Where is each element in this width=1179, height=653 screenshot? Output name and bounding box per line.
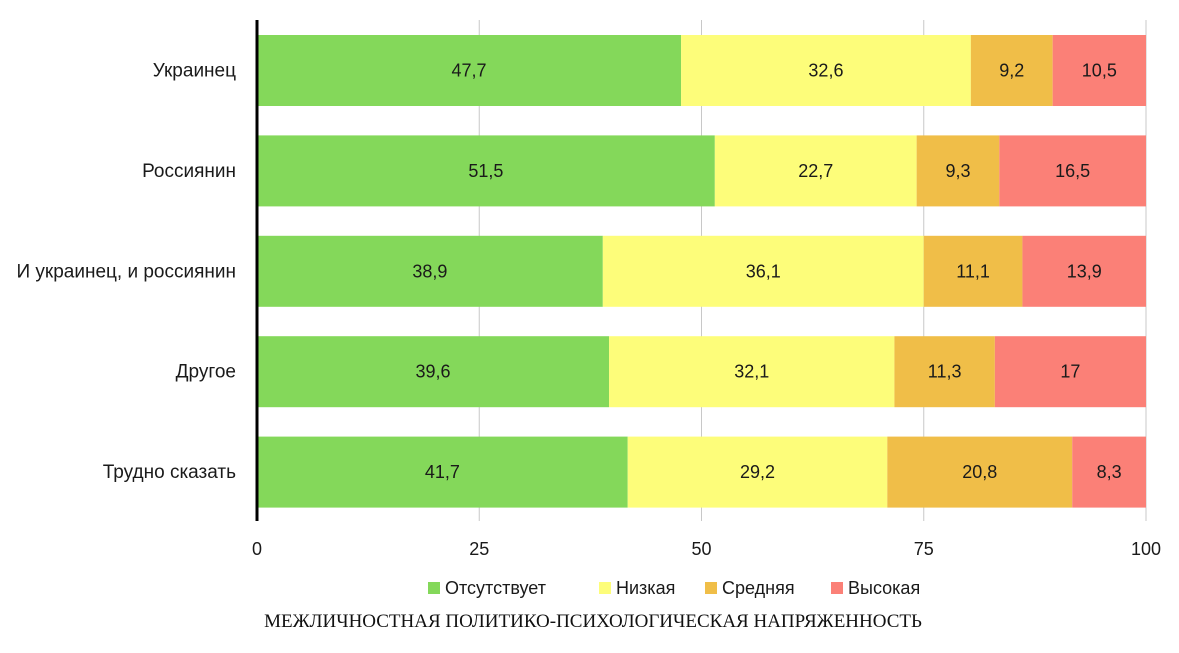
bar-segment-высокая-4 bbox=[1072, 436, 1146, 508]
bar-segment-средняя-0 bbox=[970, 35, 1053, 106]
bar-segment-средняя-3 bbox=[894, 336, 995, 408]
x-tick-label: 50 bbox=[691, 539, 711, 559]
bar-segment-высокая-1 bbox=[999, 135, 1146, 207]
data-label: 51,5 bbox=[468, 161, 503, 181]
bar-segment-низкая-4 bbox=[627, 436, 888, 508]
bar-segment-средняя-1 bbox=[916, 135, 1000, 207]
data-label: 8,3 bbox=[1097, 462, 1122, 482]
data-label: 36,1 bbox=[746, 261, 781, 281]
legend-label: Низкая bbox=[616, 578, 675, 598]
data-label: 20,8 bbox=[962, 462, 997, 482]
data-label: 11,3 bbox=[928, 362, 962, 382]
data-label: 29,2 bbox=[740, 462, 775, 482]
data-label: 32,6 bbox=[808, 61, 843, 81]
legend-label: Отсутствует bbox=[445, 578, 546, 598]
bar-segment-отсутствует-0 bbox=[257, 35, 682, 106]
category-label: Другое bbox=[176, 362, 236, 383]
data-label: 38,9 bbox=[412, 261, 447, 281]
data-label: 39,6 bbox=[415, 362, 450, 382]
bar-segment-низкая-2 bbox=[602, 235, 924, 307]
legend-label: Высокая bbox=[848, 578, 920, 598]
data-label: 9,2 bbox=[999, 61, 1024, 81]
data-label: 10,5 bbox=[1082, 61, 1117, 81]
legend-swatch-средняя bbox=[705, 582, 717, 594]
bars: 47,7 32,6 9,2 10,5 51,5 22,7 9,3 16,5 38,9 36,1 11… bbox=[257, 35, 1146, 508]
bar-segment-отсутствует-1 bbox=[257, 135, 715, 207]
bar-segment-средняя-4 bbox=[887, 436, 1073, 508]
x-tick-label: 25 bbox=[469, 539, 489, 559]
category-label: Украинец bbox=[153, 61, 236, 82]
x-axis-title: МЕЖЛИЧНОСТНАЯ ПОЛИТИКО-ПСИХОЛОГИЧЕСКАЯ Н… bbox=[264, 611, 922, 632]
x-tick-label: 0 bbox=[252, 539, 262, 559]
x-tick-label: 100 bbox=[1131, 539, 1161, 559]
data-label: 47,7 bbox=[452, 61, 487, 81]
category-label: Трудно сказать bbox=[103, 462, 236, 483]
x-tick-label: 75 bbox=[914, 539, 934, 559]
category-label: И украинец, и россиянин bbox=[16, 261, 236, 282]
legend-label: Средняя bbox=[722, 578, 795, 598]
data-label: 16,5 bbox=[1055, 161, 1090, 181]
bar-segment-отсутствует-2 bbox=[257, 235, 603, 307]
data-label: 13,9 bbox=[1067, 261, 1102, 281]
data-label: 32,1 bbox=[734, 362, 769, 382]
bar-segment-низкая-1 bbox=[714, 135, 917, 207]
data-label: 17 bbox=[1060, 362, 1080, 382]
legend-swatch-отсутствует bbox=[428, 582, 440, 594]
bar-segment-отсутствует-3 bbox=[257, 336, 610, 408]
bar-segment-высокая-0 bbox=[1052, 35, 1146, 106]
data-label: 9,3 bbox=[945, 161, 970, 181]
bar-segment-высокая-2 bbox=[1022, 235, 1146, 307]
bar-segment-низкая-0 bbox=[681, 35, 971, 106]
data-label: 22,7 bbox=[798, 161, 833, 181]
legend-swatch-высокая bbox=[831, 582, 843, 594]
axes: 0 25 50 75 100 Украинец Россиянин И украинец, и… bbox=[16, 20, 1161, 559]
category-label: Россиянин bbox=[142, 161, 236, 182]
data-label: 41,7 bbox=[425, 462, 460, 482]
bar-segment-средняя-2 bbox=[923, 235, 1023, 307]
bar-segment-отсутствует-4 bbox=[257, 436, 628, 508]
bar-segment-высокая-3 bbox=[994, 336, 1146, 408]
data-label: 11,1 bbox=[956, 261, 990, 281]
legend: Отсутствует Низкая Средняя Высокая bbox=[428, 578, 920, 598]
bar-segment-низкая-3 bbox=[609, 336, 895, 408]
legend-swatch-низкая bbox=[599, 582, 611, 594]
